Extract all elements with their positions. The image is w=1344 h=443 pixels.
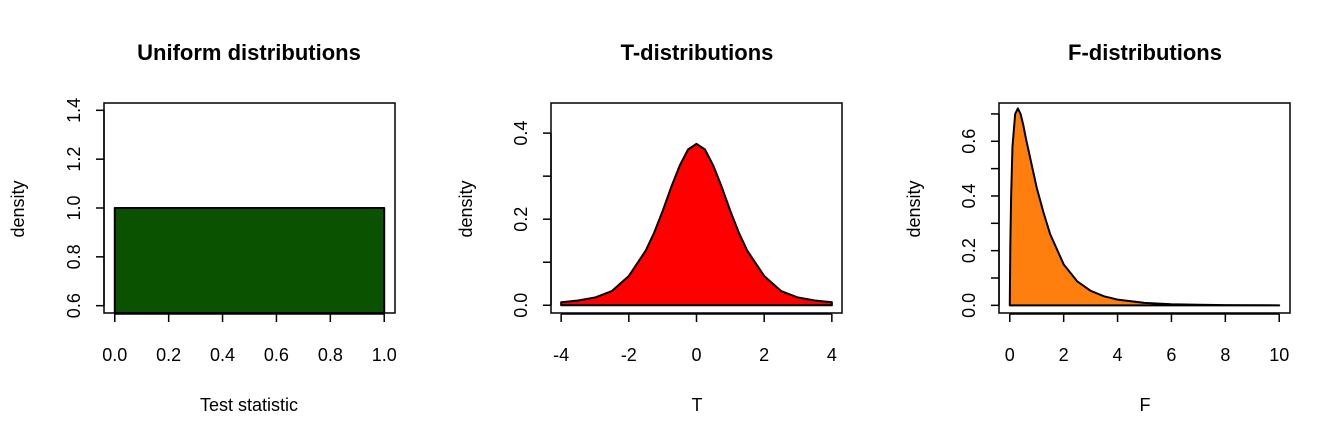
panel-uniform: Uniform distributions 0.0 0.2 0.4 0.6 0.8 1.0… (8, 40, 397, 415)
panel-2-x-tick-label: -4 (553, 345, 569, 365)
panel-t: T-distributions -4 -2 0 2 4 0.0 0.2 0.4 T densi… (456, 40, 843, 415)
panel-3-x-tick-label: 6 (1166, 345, 1176, 365)
panel-2-ylabel: density (456, 180, 476, 237)
panel-1-x-tick-label: 0.2 (156, 345, 181, 365)
panel-3-y-tick-label: 0.2 (959, 238, 979, 263)
panel-1-x-tick-label: 0.0 (102, 345, 127, 365)
panel-2-title: T-distributions (621, 40, 774, 65)
panel-2-y-tick-label: 0.4 (511, 121, 531, 146)
panel-1-y-tick-label: 1.2 (64, 147, 84, 172)
panel-1-density-area-1 (113, 207, 386, 314)
panel-3-title: F-distributions (1068, 40, 1222, 65)
panel-1-y-tick-label: 0.6 (64, 293, 84, 318)
panel-2-axes: -4 -2 0 2 4 0.0 0.2 0.4 (511, 102, 843, 365)
panel-2-x-tick-label: -2 (621, 345, 637, 365)
panel-1-y-tick-label: 1.0 (64, 195, 84, 220)
panel-2-plot-area (560, 142, 833, 307)
panel-1-y-tick-label: 0.8 (64, 244, 84, 269)
panel-3-x-tick-label: 0 (1005, 345, 1015, 365)
panel-3-plot-area (1008, 107, 1281, 307)
panel-3-axes: 0 2 4 6 8 10 0.0 0.2 0.4 0.6 (959, 102, 1291, 365)
panel-1-axes: 0.0 0.2 0.4 0.6 0.8 1.0 0.6 0.8 1.0 1.2 1.4 (64, 98, 397, 365)
panel-2-x-tick-label: 4 (827, 345, 837, 365)
panel-2-y-tick-label: 0.0 (511, 293, 531, 318)
panel-1-x-tick-label: 1.0 (372, 345, 397, 365)
panel-3-ylabel: density (904, 180, 924, 237)
panel-2-density-area-1 (560, 142, 833, 307)
panel-1-plot-area (113, 207, 386, 314)
panel-1-x-tick-label: 0.6 (264, 345, 289, 365)
panel-f: F-distributions 0 2 4 6 8 10 0.0 0.2 0.4 0.6 F de… (904, 40, 1291, 415)
panel-3-y-tick-label: 0.4 (959, 183, 979, 208)
panel-3-x-tick-label: 8 (1220, 345, 1230, 365)
panel-1-x-tick-label: 0.8 (318, 345, 343, 365)
panel-3-x-tick-label: 4 (1113, 345, 1123, 365)
panel-2-xlabel: T (692, 395, 703, 415)
panel-2-x-tick-label: 0 (691, 345, 701, 365)
panel-1-title: Uniform distributions (137, 40, 361, 65)
panel-3-x-tick-label: 2 (1059, 345, 1069, 365)
panel-1-xlabel: Test statistic (200, 395, 298, 415)
panel-1-y-tick-label: 1.4 (64, 98, 84, 123)
panel-1-x-tick-label: 0.4 (210, 345, 235, 365)
panel-1-ylabel: density (8, 180, 28, 237)
panel-3-y-tick-label: 0.0 (959, 293, 979, 318)
panel-3-x-tick-label: 10 (1269, 345, 1289, 365)
panel-2-x-tick-label: 2 (759, 345, 769, 365)
panel-3-y-tick-label: 0.6 (959, 129, 979, 154)
panel-2-y-tick-label: 0.2 (511, 207, 531, 232)
panel-3-xlabel: F (1140, 395, 1151, 415)
panel-3-density-area-1 (1008, 107, 1281, 307)
